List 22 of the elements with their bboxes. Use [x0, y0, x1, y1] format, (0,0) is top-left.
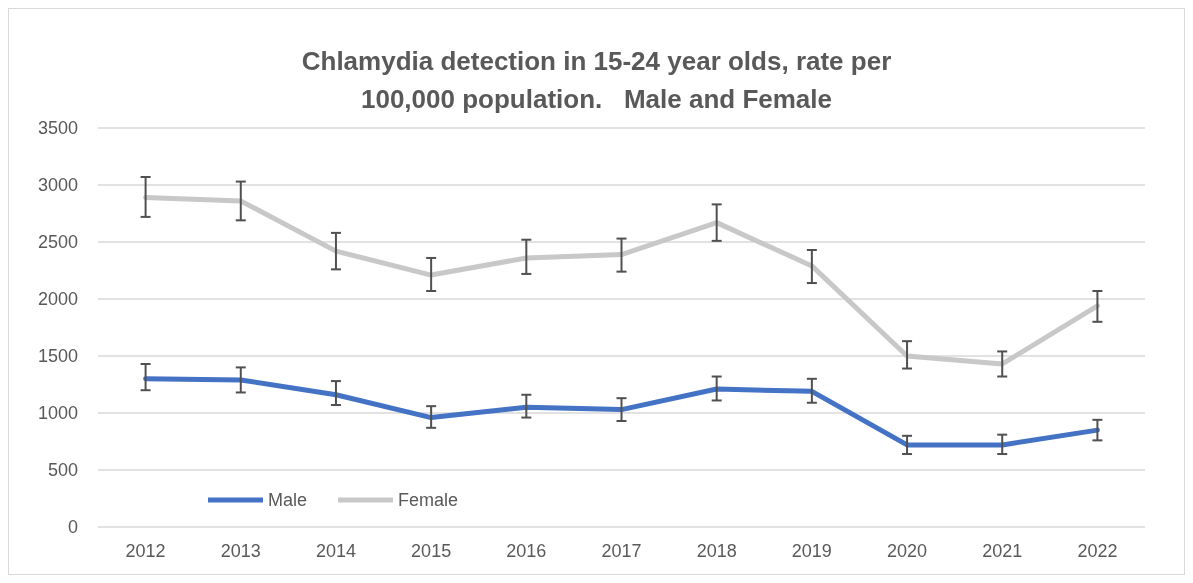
y-tick-label: 2500: [37, 232, 78, 253]
x-tick-label: 2013: [220, 541, 261, 561]
x-tick-label: 2018: [696, 541, 737, 561]
x-tick-label: 2015: [411, 541, 452, 561]
chart-title: Chlamydia detection in 15-24 year olds, rate per 100,000 population. Male and Female: [301, 46, 892, 114]
legend-label: Female: [398, 490, 459, 511]
x-tick-label: 2019: [791, 541, 832, 561]
x-tick-label: 2012: [125, 541, 166, 561]
legend-label: Male: [268, 490, 308, 511]
x-tick-label: 2016: [506, 541, 547, 561]
y-tick-label: 1000: [37, 403, 78, 424]
y-tick-label: 500: [47, 460, 78, 481]
x-tick-label: 2022: [1077, 541, 1118, 561]
y-tick-label: 0: [67, 517, 78, 538]
y-tick-label: 1500: [37, 346, 78, 367]
y-tick-label: 3500: [37, 118, 78, 139]
x-tick-label: 2020: [887, 541, 928, 561]
x-tick-label: 2017: [601, 541, 642, 561]
y-tick-label: 2000: [37, 289, 78, 310]
x-tick-label: 2014: [315, 541, 356, 561]
y-tick-label: 3000: [37, 175, 78, 196]
x-tick-label: 2021: [982, 541, 1023, 561]
